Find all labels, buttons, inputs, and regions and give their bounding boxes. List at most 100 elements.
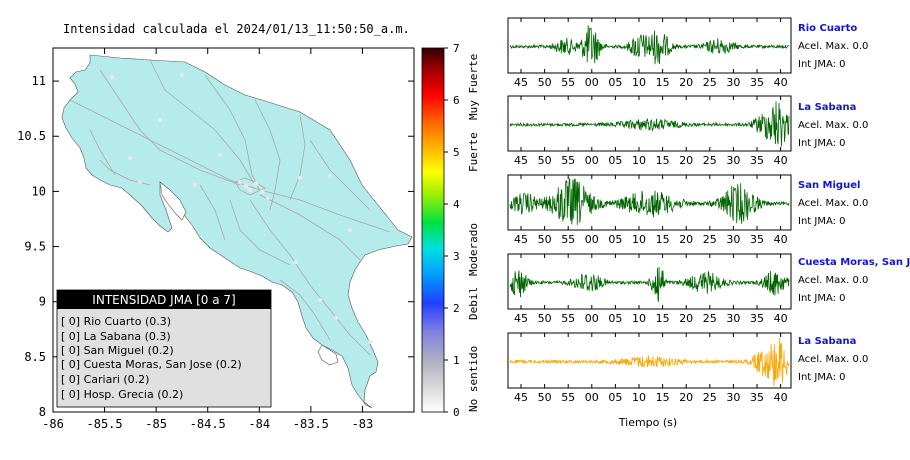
trace-tick-label: 30 (726, 391, 740, 404)
trace-tick-label: 50 (538, 233, 552, 246)
station-name: La Sabana (798, 102, 857, 113)
legend-item: [ 0] Rio Cuarto (0.3) (61, 315, 171, 328)
colorbar-label-debil: Debil (467, 287, 480, 320)
road-network (69, 59, 391, 356)
trace-tick-label: 25 (703, 233, 717, 246)
legend-item: [ 0] Hosp. Grecia (0.2) (61, 388, 183, 401)
trace-tick-label: 20 (679, 391, 693, 404)
map-y-tick-label: 11 (32, 74, 46, 88)
legend-item: [ 0] San Miguel (0.2) (61, 344, 174, 357)
trace-tick-label: 30 (726, 233, 740, 246)
town-markers (110, 73, 374, 407)
trace-tick-label: 20 (679, 233, 693, 246)
colorbar-tick-label: 0 (453, 406, 460, 419)
trace-tick-label: 15 (656, 312, 670, 325)
trace-panel-3: 45 50 55 00 05 10 15 20 25 30 35 40 (507, 253, 792, 325)
trace-line (509, 25, 790, 65)
map-y-tick-label: 10.5 (17, 129, 46, 143)
station-accel: Acel. Max. 0.0 (798, 354, 869, 365)
gulf-of-nicoya (159, 181, 187, 221)
trace-tick-label: 10 (632, 233, 646, 246)
trace-tick-label: 50 (538, 312, 552, 325)
trace-tick-label: 40 (774, 76, 788, 89)
trace-tick-label: 25 (703, 312, 717, 325)
trace-tick-label: 50 (538, 154, 552, 167)
legend-header-bar (57, 290, 271, 309)
map-y-tick-label: 9 (39, 295, 46, 309)
trace-tick-label: 00 (585, 233, 599, 246)
trace-line (509, 266, 790, 302)
trace-tick-label: 05 (608, 154, 622, 167)
trace-tick-label: 35 (750, 391, 764, 404)
trace-tick-label: 15 (656, 76, 670, 89)
trace-tick-label: 55 (561, 76, 575, 89)
trace-tick-label: 05 (608, 233, 622, 246)
trace-tick-label: 20 (679, 312, 693, 325)
station-name: Cuesta Moras, San Jose (798, 257, 910, 268)
trace-tick-label: 15 (656, 233, 670, 246)
trace-panel-1: 45 50 55 00 05 10 15 20 25 30 35 40 (507, 95, 792, 167)
golfo-dulce (317, 344, 339, 366)
trace-tick-label: 45 (514, 312, 528, 325)
trace-tick-label: 25 (703, 76, 717, 89)
trace-tick-label: 05 (608, 391, 622, 404)
trace-tick-label: 00 (585, 154, 599, 167)
trace-tick-label: 10 (632, 391, 646, 404)
station-jma: Int JMA: 0 (798, 372, 846, 383)
trace-tick-label: 55 (561, 312, 575, 325)
trace-line (509, 177, 790, 226)
trace-tick-label: 45 (514, 154, 528, 167)
trace-tick-label: 25 (703, 391, 717, 404)
map-y-tick-label: 9.5 (24, 240, 46, 254)
station-accel: Acel. Max. 0.0 (798, 275, 869, 286)
station-name: La Sabana (798, 336, 857, 347)
trace-tick-label: 50 (538, 391, 552, 404)
colorbar-tick-label: 2 (453, 302, 460, 315)
map-y-tick-label: 8.5 (24, 350, 46, 364)
map-frame (52, 47, 415, 413)
station-info-1: La Sabana Acel. Max. 0.0 Int JMA: 0 (798, 102, 910, 156)
station-info-0: Rio Cuarto Acel. Max. 0.0 Int JMA: 0 (798, 23, 910, 77)
trace-tick-label: 35 (750, 76, 764, 89)
trace-tick-label: 35 (750, 233, 764, 246)
colorbar-ticks: 0 1 2 3 4 5 6 7 (444, 42, 460, 419)
trace-tick-label: 25 (703, 154, 717, 167)
trace-tick-label: 00 (585, 312, 599, 325)
map-x-tick-label: -85 (145, 417, 167, 431)
trace-tick-label: 20 (679, 76, 693, 89)
colorbar-label-muy-fuerte: Muy Fuerte (467, 54, 480, 120)
station-accel: Acel. Max. 0.0 (798, 120, 869, 131)
traces-x-label: Tiempo (s) (618, 416, 677, 429)
map-x-tick-label: -83.5 (293, 417, 329, 431)
trace-tick-label: 00 (585, 391, 599, 404)
map-y-tick-label: 8 (39, 405, 46, 419)
map-title: Intensidad calculada el 2024/01/13_11:50… (63, 22, 410, 36)
trace-tick-label: 55 (561, 391, 575, 404)
colorbar-tick-label: 6 (453, 94, 460, 107)
trace-tick-label: 30 (726, 312, 740, 325)
costa-rica-land (61, 54, 413, 409)
colorbar-tick-label: 1 (453, 354, 460, 367)
trace-tick-label: 50 (538, 76, 552, 89)
station-info-3: Cuesta Moras, San Jose Acel. Max. 0.0 In… (798, 257, 910, 311)
colorbar-gradient (421, 47, 445, 413)
trace-tick-label: 40 (774, 154, 788, 167)
trace-frame (507, 95, 792, 152)
trace-tick-label: 40 (774, 312, 788, 325)
trace-tick-label: 10 (632, 312, 646, 325)
station-accel: Acel. Max. 0.0 (798, 41, 869, 52)
trace-panel-0: 45 50 55 00 05 10 15 20 25 30 35 40 (507, 17, 792, 89)
colorbar-tick-label: 5 (453, 146, 460, 159)
trace-tick-label: 45 (514, 233, 528, 246)
trace-tick-label: 55 (561, 233, 575, 246)
trace-tick-label: 30 (726, 76, 740, 89)
trace-tick-label: 10 (632, 76, 646, 89)
colorbar-tick-label: 3 (453, 250, 460, 263)
station-jma: Int JMA: 0 (798, 216, 846, 227)
map-x-tick-label: -86 (42, 417, 64, 431)
colorbar-tick-label: 4 (453, 198, 460, 211)
map-x-tick-label: -83 (352, 417, 374, 431)
trace-panel-2: 45 50 55 00 05 10 15 20 25 30 35 40 (507, 174, 792, 246)
